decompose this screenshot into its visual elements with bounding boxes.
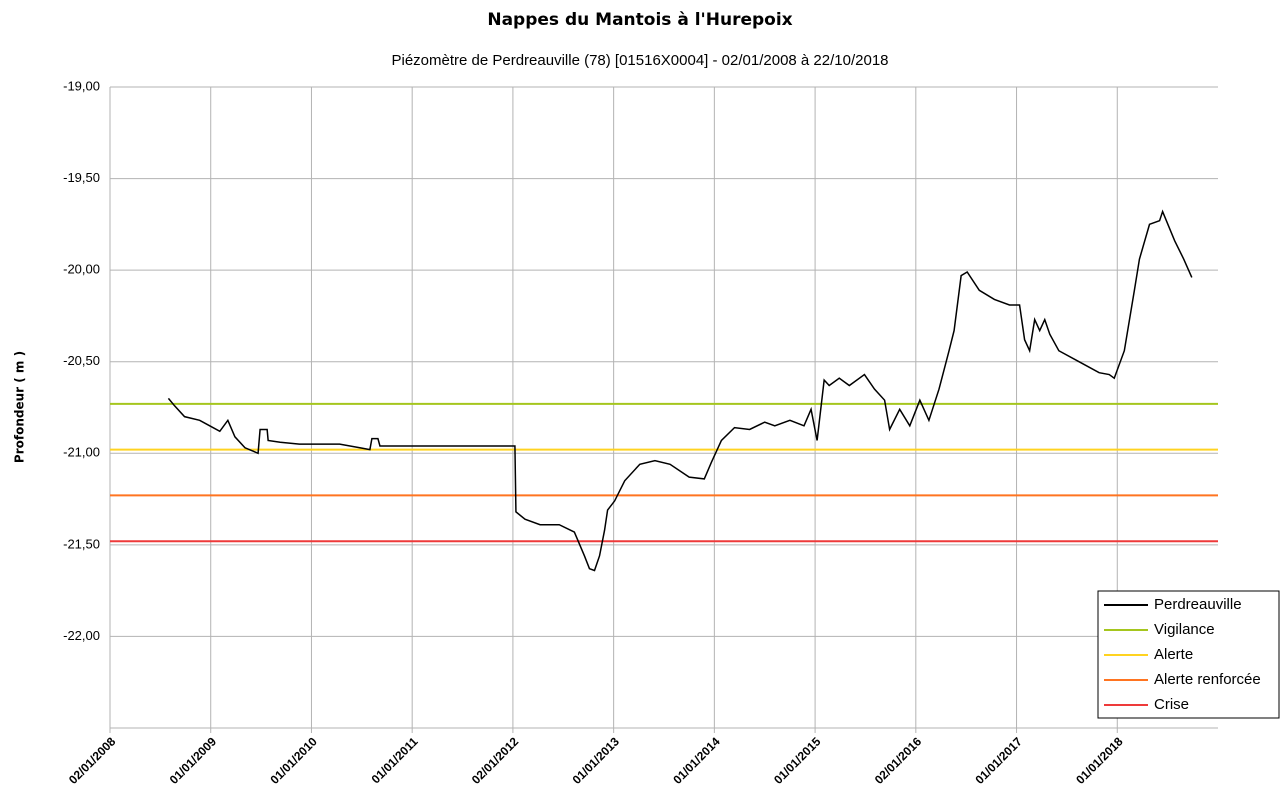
- y-tick-label: -21,00: [63, 445, 100, 460]
- y-tick-label: -20,50: [63, 353, 100, 368]
- y-tick-label: -19,00: [63, 78, 100, 93]
- x-tick-label: 02/01/2012: [469, 734, 522, 787]
- x-tick-label: 01/01/2017: [973, 734, 1026, 787]
- legend-label: Perdreauville: [1154, 596, 1242, 613]
- legend-label: Alerte: [1154, 646, 1193, 663]
- x-tick-label: 02/01/2016: [872, 734, 925, 787]
- legend-label: Alerte renforcée: [1154, 671, 1261, 688]
- y-axis-label: Profondeur ( m ): [13, 351, 27, 463]
- legend-label: Vigilance: [1154, 621, 1215, 638]
- x-tick-label: 01/01/2011: [369, 734, 421, 786]
- y-tick-label: -21,50: [63, 536, 100, 551]
- x-tick-label: 01/01/2010: [267, 734, 320, 787]
- y-tick-label: -20,00: [63, 262, 100, 277]
- x-tick-label: 01/01/2014: [670, 734, 723, 787]
- legend-label: Crise: [1154, 696, 1189, 713]
- y-tick-label: -19,50: [63, 170, 100, 185]
- chart-subtitle: Piézomètre de Perdreauville (78) [01516X…: [391, 52, 888, 69]
- x-tick-label: 01/01/2013: [570, 734, 623, 787]
- y-tick-label: -22,00: [63, 628, 100, 643]
- series-line: [167, 209, 1193, 572]
- x-tick-label: 02/01/2008: [66, 734, 119, 787]
- x-tick-label: 01/01/2018: [1073, 734, 1126, 787]
- x-tick-label: 01/01/2015: [771, 734, 824, 787]
- chart-title: Nappes du Mantois à l'Hurepoix: [487, 10, 792, 30]
- x-tick-label: 01/01/2009: [167, 734, 220, 787]
